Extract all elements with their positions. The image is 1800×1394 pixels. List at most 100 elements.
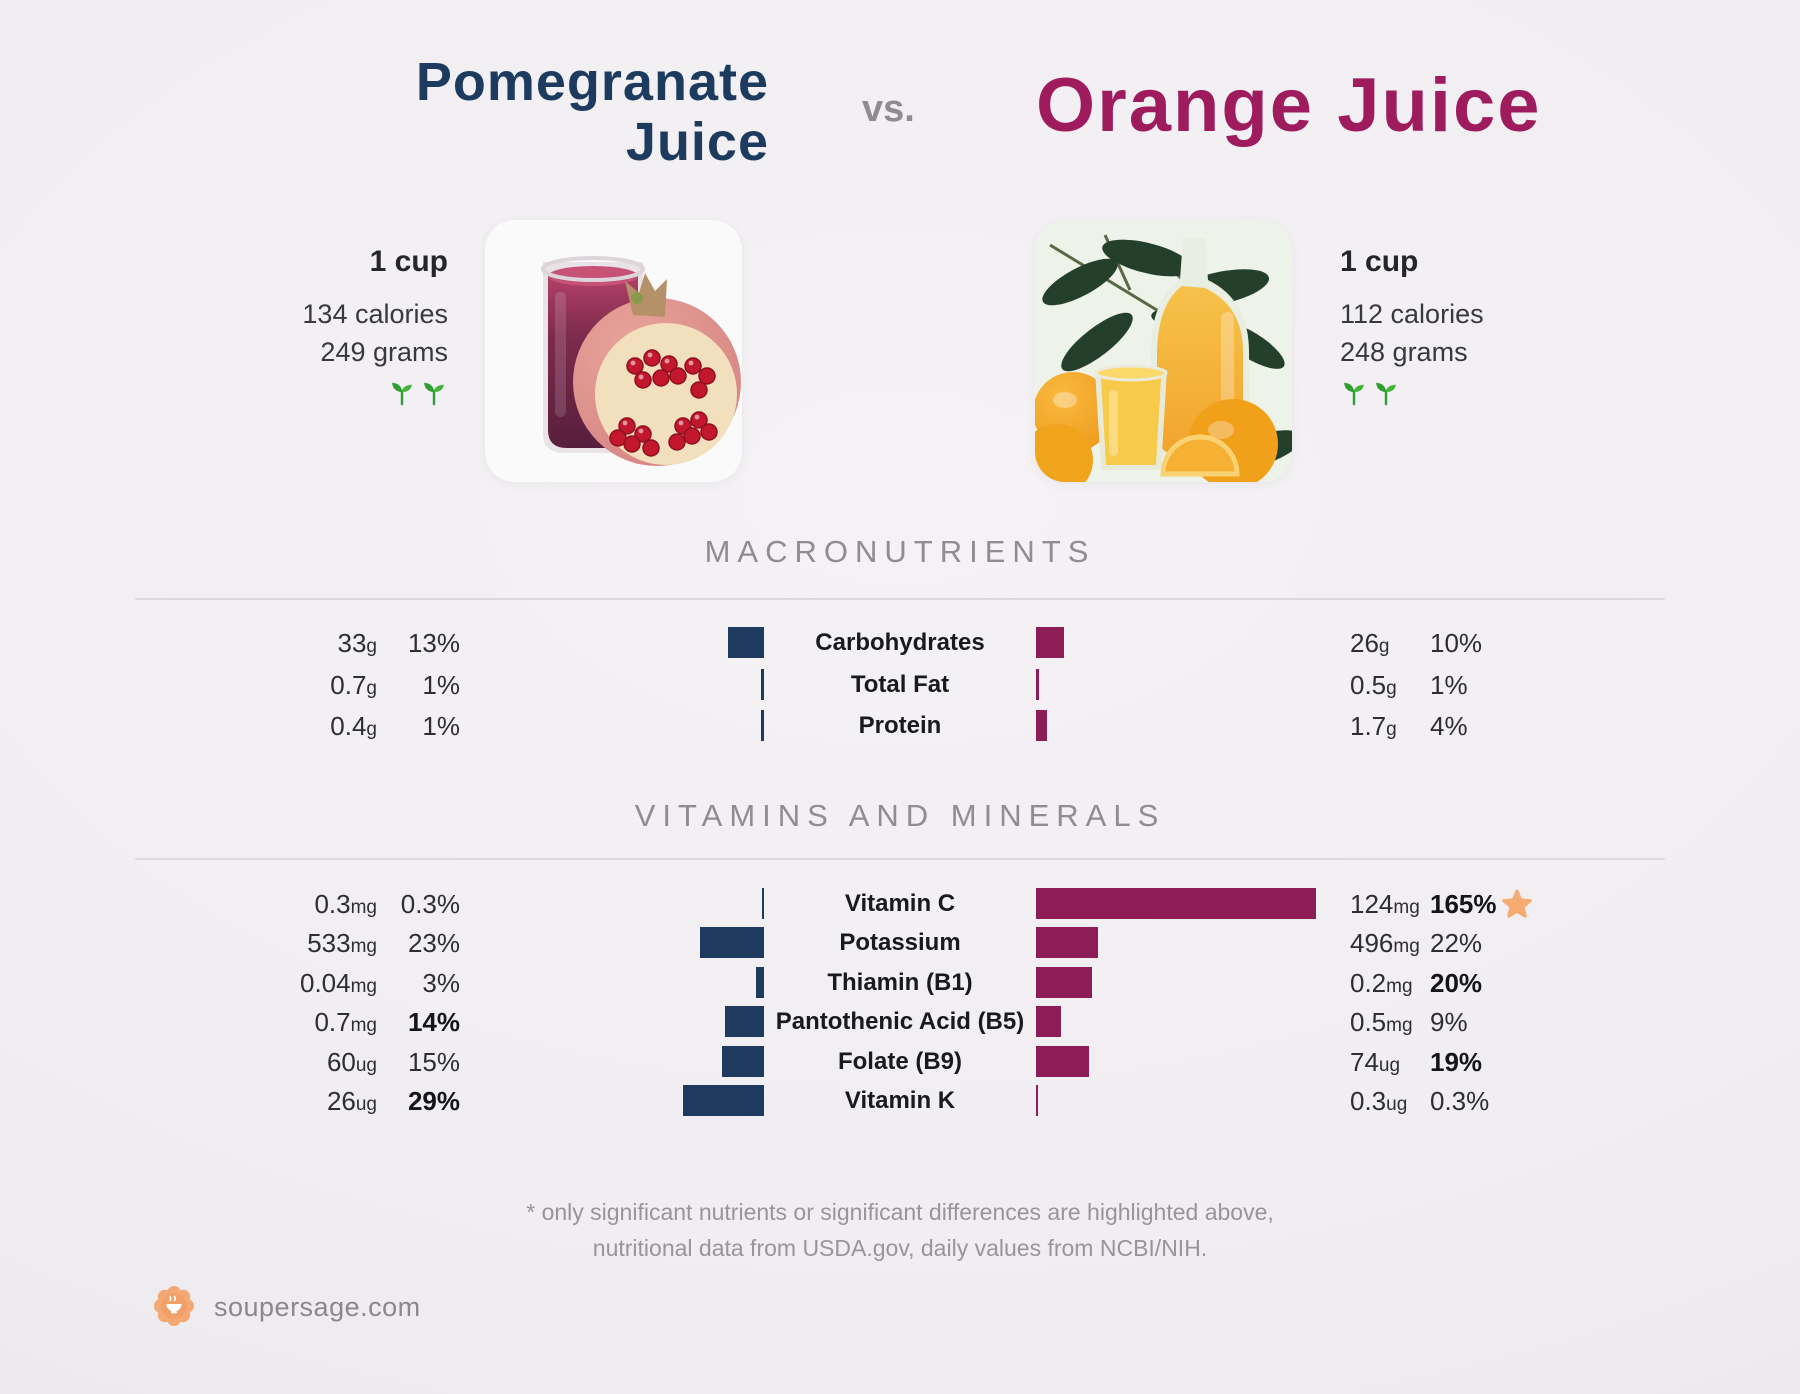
section-divider bbox=[135, 598, 1665, 600]
nutrient-row-potassium: 533mg 23% Potassium 496mg 22% bbox=[0, 924, 1800, 962]
amount-number: 0.2 bbox=[1350, 967, 1387, 998]
right-percent: 10% bbox=[1430, 628, 1483, 658]
title-orange-juice: Orange Juice bbox=[1036, 63, 1542, 148]
left-amount: 0.3mg bbox=[140, 885, 377, 923]
nutrient-label: Vitamin C bbox=[844, 890, 956, 917]
grams: 249 grams bbox=[320, 337, 448, 367]
nutrient-label: Total Fat bbox=[850, 670, 950, 698]
right-amount: 0.5g bbox=[1350, 666, 1397, 704]
left-percent: 29% bbox=[407, 1086, 460, 1116]
left-bar-pomegranate bbox=[728, 627, 764, 658]
left-percent: 23% bbox=[407, 928, 460, 959]
title-pomegranate-juice: Pomegranate Juice bbox=[416, 52, 769, 172]
nutrient-row-protein: 0.4g 1% Protein 1.7g 4% bbox=[0, 707, 1800, 745]
left-amount: 33g bbox=[140, 624, 378, 662]
amount-number: 0.4 bbox=[330, 711, 367, 741]
amount-unit: mg bbox=[350, 936, 377, 958]
soupersage-site-label: soupersage.com bbox=[214, 1292, 421, 1322]
left-amount: 0.7mg bbox=[140, 1003, 377, 1041]
nutrient-row-total-fat: 0.7g 1% Total Fat 0.5g 1% bbox=[0, 666, 1800, 704]
nutrient-label: Pantothenic Acid (B5) bbox=[775, 1008, 1025, 1036]
amount-unit: mg bbox=[1386, 1015, 1413, 1037]
right-amount: 1.7g bbox=[1350, 707, 1397, 745]
nutrient-label: Thiamin (B1) bbox=[827, 968, 973, 996]
amount-unit: mg bbox=[350, 975, 377, 997]
amount-number: 26 bbox=[326, 1086, 356, 1116]
left-amount: 60ug bbox=[140, 1043, 377, 1081]
right-amount: 74ug bbox=[1350, 1043, 1400, 1081]
left-amount: 0.7g bbox=[140, 666, 377, 704]
left-amount: 0.04mg bbox=[140, 964, 377, 1002]
amount-unit: g bbox=[366, 636, 377, 657]
left-amount: 26ug bbox=[140, 1082, 377, 1120]
left-percent: 1% bbox=[422, 711, 460, 741]
amount-number: 33 bbox=[337, 628, 367, 658]
left-percent: 15% bbox=[407, 1046, 460, 1077]
right-amount: 124mg bbox=[1350, 885, 1420, 923]
pomegranate-juice-image bbox=[485, 220, 742, 482]
serving-size: 1 cup bbox=[1340, 245, 1419, 278]
right-bar-orange bbox=[1036, 888, 1316, 919]
amount-unit: mg bbox=[350, 1015, 377, 1037]
right-bar-orange bbox=[1036, 710, 1047, 741]
right-bar-orange bbox=[1036, 1085, 1038, 1116]
amount-number: 496 bbox=[1350, 928, 1394, 959]
right-percent: 1% bbox=[1430, 669, 1468, 700]
right-percent: 165% bbox=[1430, 889, 1497, 919]
left-percent: 13% bbox=[407, 628, 460, 658]
left-percent: 3% bbox=[422, 967, 460, 998]
orange-juice-image bbox=[1035, 220, 1292, 482]
nutrient-label: Vitamin K bbox=[844, 1087, 956, 1114]
amount-unit: mg bbox=[1393, 897, 1420, 918]
amount-unit: g bbox=[1378, 636, 1390, 657]
amount-number: 74 bbox=[1350, 1046, 1379, 1077]
amount-unit: ug bbox=[355, 1054, 377, 1076]
amount-unit: ug bbox=[1386, 1094, 1408, 1115]
amount-unit: mg bbox=[1386, 975, 1413, 997]
right-bar-orange bbox=[1036, 966, 1092, 998]
title-pomegranate-line2: Juice bbox=[625, 112, 769, 172]
nutrient-row-vitamin-k: 26ug 29% Vitamin K 0.3ug 0.3% bbox=[0, 1082, 1800, 1120]
right-percent: 9% bbox=[1430, 1007, 1468, 1038]
vegan-sprout-icons bbox=[1340, 380, 1400, 408]
sprout-icon bbox=[391, 382, 412, 406]
nutrient-row-folate-b9: 60ug 15% Folate (B9) 74ug 19% bbox=[0, 1043, 1800, 1081]
left-percent: 0.3% bbox=[400, 889, 460, 919]
title-pomegranate-line1: Pomegranate bbox=[415, 52, 769, 112]
amount-unit: mg bbox=[350, 897, 377, 918]
left-bar-pomegranate bbox=[756, 966, 764, 998]
nutrient-row-vitamin-c: 0.3mg 0.3% Vitamin C 124mg 165% bbox=[0, 885, 1800, 923]
sprout-icon bbox=[424, 382, 444, 406]
amount-number: 60 bbox=[326, 1046, 356, 1077]
left-percent: 14% bbox=[407, 1007, 460, 1038]
amount-number: 0.3 bbox=[314, 889, 351, 919]
right-amount: 0.2mg bbox=[1350, 964, 1413, 1002]
right-percent: 22% bbox=[1430, 928, 1483, 959]
macronutrients-heading: MACRONUTRIENTS bbox=[704, 534, 1096, 569]
amount-unit: ug bbox=[355, 1094, 377, 1115]
right-bar-orange bbox=[1036, 927, 1098, 959]
nutrient-label: Carbohydrates bbox=[815, 629, 985, 656]
amount-number: 26 bbox=[1350, 628, 1379, 658]
nutrient-label: Potassium bbox=[839, 929, 961, 957]
grams: 248 grams bbox=[1340, 337, 1468, 367]
right-bar-orange bbox=[1036, 627, 1064, 658]
amount-unit: g bbox=[1386, 677, 1397, 699]
amount-number: 0.04 bbox=[299, 967, 351, 998]
right-percent: 4% bbox=[1430, 711, 1468, 741]
amount-number: 1.7 bbox=[1350, 711, 1387, 741]
amount-unit: mg bbox=[1393, 936, 1420, 958]
amount-number: 0.5 bbox=[1350, 1007, 1387, 1038]
left-bar-pomegranate bbox=[722, 1045, 764, 1077]
left-bar-pomegranate bbox=[725, 1006, 764, 1038]
right-bar-orange bbox=[1036, 1045, 1089, 1077]
calories: 112 calories bbox=[1340, 299, 1484, 329]
amount-unit: g bbox=[1386, 719, 1397, 740]
right-bar-orange bbox=[1036, 1006, 1061, 1038]
left-bar-pomegranate bbox=[761, 668, 764, 700]
footnote-line1: * only significant nutrients or signific… bbox=[526, 1199, 1274, 1225]
serving-size: 1 cup bbox=[369, 245, 448, 278]
sprout-icon bbox=[1344, 382, 1364, 406]
left-percent: 1% bbox=[422, 669, 460, 700]
left-amount: 0.4g bbox=[140, 707, 377, 745]
